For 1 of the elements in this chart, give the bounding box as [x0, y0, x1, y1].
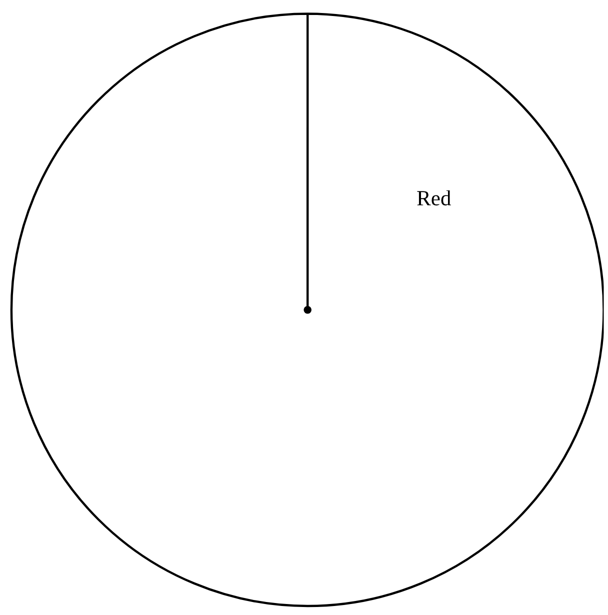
slice-label: Red [417, 190, 451, 206]
